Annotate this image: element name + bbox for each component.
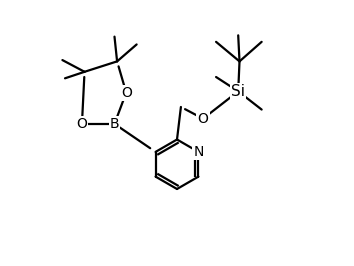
Text: O: O [121, 86, 132, 100]
Text: O: O [76, 117, 87, 131]
Text: O: O [198, 112, 209, 126]
Text: Si: Si [231, 84, 245, 99]
Text: B: B [110, 117, 119, 131]
Text: N: N [193, 145, 204, 159]
